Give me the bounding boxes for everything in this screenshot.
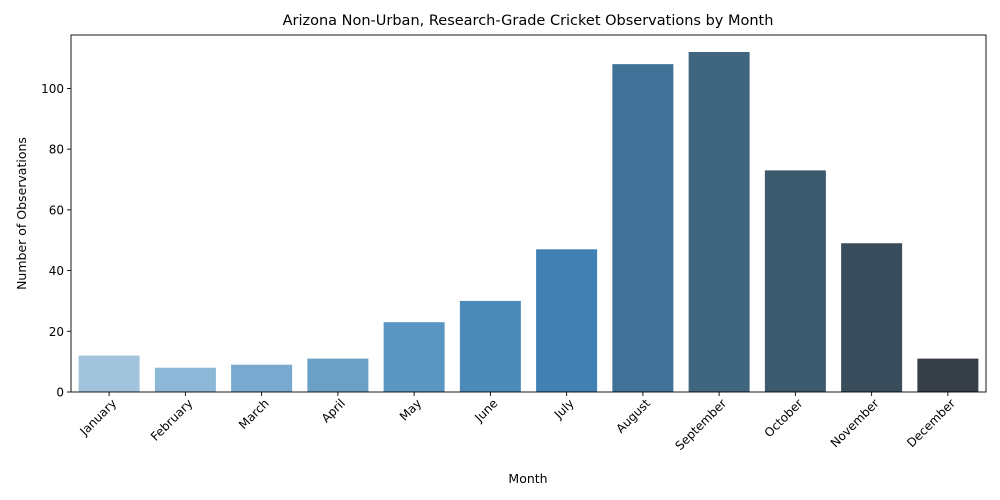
bars-group bbox=[78, 52, 979, 393]
y-tick-label: 40 bbox=[49, 264, 64, 278]
x-tick-label: April bbox=[319, 396, 348, 425]
bar-february bbox=[154, 367, 216, 392]
y-tick-label: 20 bbox=[49, 325, 64, 339]
bar-october bbox=[764, 170, 826, 392]
bar-july bbox=[536, 249, 598, 392]
y-tick-label: 80 bbox=[49, 143, 64, 157]
bar-january bbox=[78, 355, 140, 392]
x-tick-label: February bbox=[148, 396, 196, 444]
x-tick-label: September bbox=[672, 396, 729, 453]
y-tick-label: 100 bbox=[41, 82, 64, 96]
x-tick-label: January bbox=[76, 396, 119, 439]
bar-september bbox=[688, 52, 750, 392]
bar-may bbox=[383, 322, 445, 392]
x-tick-label: June bbox=[471, 396, 500, 425]
y-axis-label: Number of Observations bbox=[14, 137, 29, 290]
x-tick-label: December bbox=[904, 396, 958, 450]
x-tick-label: November bbox=[828, 396, 882, 450]
y-tick-label: 60 bbox=[49, 203, 64, 217]
bar-november bbox=[841, 243, 903, 392]
bar-june bbox=[459, 300, 521, 392]
x-tick-label: October bbox=[762, 396, 806, 440]
bar-august bbox=[612, 64, 674, 393]
x-axis-label: Month bbox=[508, 471, 547, 486]
x-tick-label: May bbox=[397, 396, 424, 423]
plot-frame bbox=[70, 34, 987, 393]
bar-december bbox=[917, 358, 979, 392]
bar-april bbox=[307, 358, 369, 392]
x-tick-label: March bbox=[236, 396, 272, 432]
x-axis: January February March April May June July Augu… bbox=[76, 392, 958, 453]
bar-march bbox=[231, 364, 293, 392]
x-tick-label: July bbox=[551, 396, 577, 422]
y-tick-label: 0 bbox=[56, 386, 64, 400]
chart-title: Arizona Non-Urban, Research-Grade Cricke… bbox=[283, 13, 774, 29]
x-tick-label: August bbox=[613, 396, 653, 436]
y-axis: 0 20 40 60 80 100 bbox=[41, 82, 71, 400]
